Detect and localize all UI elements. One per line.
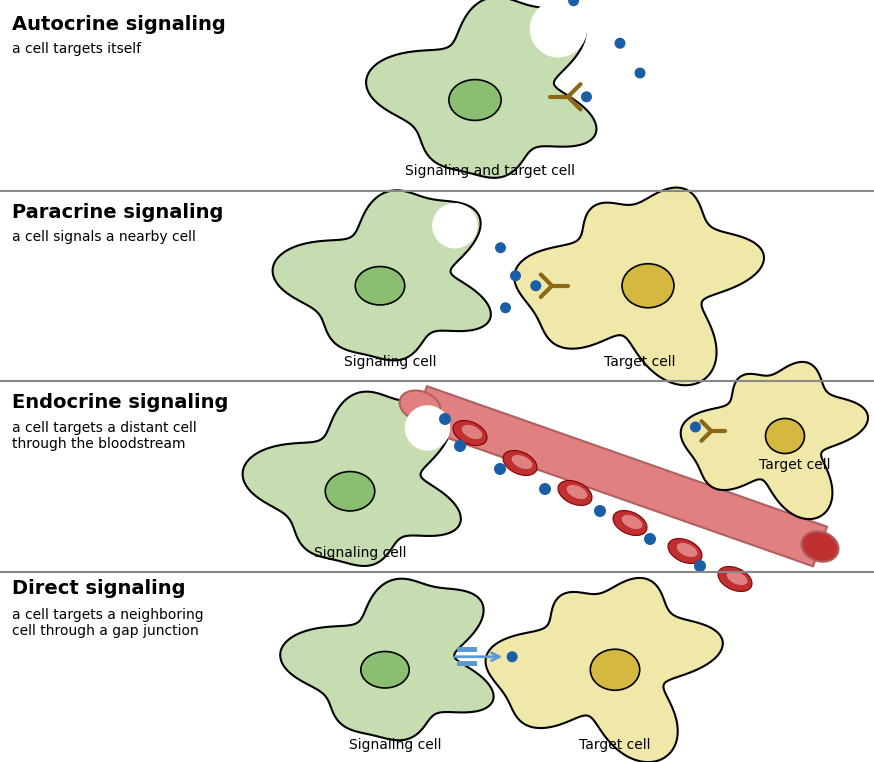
Ellipse shape (507, 652, 517, 662)
Polygon shape (514, 187, 764, 386)
Bar (457, 647, 477, 652)
Text: Signaling cell: Signaling cell (314, 546, 406, 559)
Ellipse shape (355, 267, 405, 305)
Ellipse shape (461, 425, 482, 439)
Ellipse shape (690, 421, 701, 433)
Ellipse shape (668, 539, 702, 563)
Ellipse shape (635, 68, 646, 78)
Text: Autocrine signaling: Autocrine signaling (12, 15, 225, 34)
Ellipse shape (439, 413, 451, 425)
Ellipse shape (433, 203, 477, 248)
Ellipse shape (453, 421, 487, 446)
Polygon shape (413, 386, 827, 566)
Ellipse shape (676, 543, 697, 557)
Polygon shape (273, 190, 491, 360)
Ellipse shape (503, 450, 537, 475)
Ellipse shape (801, 531, 838, 562)
Text: Endocrine signaling: Endocrine signaling (12, 393, 228, 412)
Polygon shape (681, 362, 868, 519)
Ellipse shape (494, 463, 506, 475)
Text: Signaling and target cell: Signaling and target cell (405, 165, 575, 178)
Ellipse shape (361, 652, 409, 688)
Ellipse shape (558, 481, 592, 505)
Ellipse shape (644, 533, 656, 545)
Text: Signaling cell: Signaling cell (343, 355, 436, 369)
Ellipse shape (454, 440, 466, 452)
Ellipse shape (621, 515, 642, 529)
Ellipse shape (531, 280, 541, 291)
Text: Paracrine signaling: Paracrine signaling (12, 203, 224, 222)
Ellipse shape (399, 390, 440, 421)
Text: a cell targets itself: a cell targets itself (12, 42, 141, 56)
Ellipse shape (566, 485, 587, 499)
Text: Target cell: Target cell (604, 355, 676, 369)
Ellipse shape (495, 242, 506, 253)
Text: a cell targets a distant cell
through the bloodstream: a cell targets a distant cell through th… (12, 421, 197, 451)
Text: Direct signaling: Direct signaling (12, 579, 185, 598)
Ellipse shape (613, 511, 647, 536)
Polygon shape (281, 578, 494, 740)
Ellipse shape (511, 455, 532, 469)
Text: a cell signals a nearby cell: a cell signals a nearby cell (12, 230, 196, 245)
Ellipse shape (581, 91, 592, 102)
Ellipse shape (510, 271, 521, 281)
Ellipse shape (406, 406, 449, 450)
Ellipse shape (531, 1, 586, 57)
Polygon shape (366, 0, 596, 178)
Ellipse shape (726, 571, 747, 585)
Ellipse shape (590, 649, 640, 690)
Ellipse shape (449, 79, 501, 120)
Text: a cell targets a neighboring
cell through a gap junction: a cell targets a neighboring cell throug… (12, 607, 204, 638)
Polygon shape (486, 578, 723, 762)
Text: Target cell: Target cell (579, 738, 651, 752)
Text: Signaling cell: Signaling cell (349, 738, 441, 752)
Ellipse shape (766, 418, 804, 453)
Ellipse shape (614, 38, 626, 49)
Ellipse shape (500, 303, 511, 313)
Ellipse shape (718, 566, 752, 591)
Ellipse shape (325, 472, 375, 511)
Ellipse shape (622, 264, 674, 308)
Ellipse shape (694, 560, 706, 572)
Polygon shape (243, 392, 461, 566)
Bar (457, 661, 477, 666)
Text: Target cell: Target cell (760, 457, 831, 472)
Ellipse shape (568, 0, 579, 6)
Ellipse shape (594, 505, 606, 517)
Ellipse shape (539, 483, 551, 495)
